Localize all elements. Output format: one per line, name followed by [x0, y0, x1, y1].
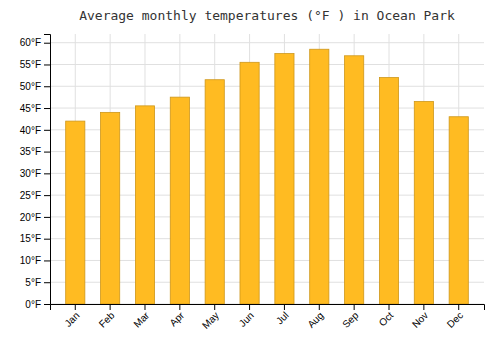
tick-label: 55°F — [20, 59, 41, 70]
y-tick: 55°F — [20, 59, 50, 70]
x-tick: Jul — [274, 304, 291, 326]
x-tick: Mar — [131, 304, 151, 330]
x-tick: Sep — [340, 304, 361, 330]
tick-label: Mar — [131, 309, 151, 329]
x-tick: Jun — [237, 304, 256, 329]
tick-label: Nov — [410, 310, 430, 330]
bar — [345, 56, 364, 304]
tick-label: May — [200, 310, 221, 331]
x-tick: Aug — [305, 304, 325, 330]
y-tick: 5°F — [25, 277, 50, 288]
tick-mark — [44, 304, 50, 305]
tick-mark — [44, 217, 50, 218]
y-tick: 50°F — [20, 81, 50, 92]
grid — [50, 34, 484, 304]
bar — [414, 102, 433, 305]
x-tick: Apr — [167, 304, 186, 328]
tick-label: 25°F — [20, 190, 41, 201]
bar — [275, 54, 294, 304]
tick-label: Jul — [274, 310, 291, 327]
tick-label: 50°F — [20, 81, 41, 92]
grid-line — [50, 86, 484, 87]
y-axis: 0°F 5°F 10°F 15°F 20°F 25°F 30°F 35°F 40°F 45°F 50… — [20, 35, 51, 310]
bar — [310, 49, 329, 304]
tick-label: Sep — [340, 309, 361, 330]
x-tick: Dec — [445, 304, 465, 330]
tick-mark — [44, 108, 50, 109]
tick-mark — [44, 195, 50, 196]
tick-mark — [44, 152, 50, 153]
tick-label: Feb — [97, 309, 117, 329]
tick-mark — [458, 304, 459, 310]
bars — [66, 49, 469, 304]
tick-mark — [354, 304, 355, 310]
x-tick: Oct — [377, 304, 396, 328]
tick-label: 0°F — [25, 299, 41, 310]
bar — [240, 62, 259, 304]
bar — [101, 112, 120, 304]
tick-mark — [44, 260, 50, 261]
tick-label: 35°F — [20, 146, 41, 157]
axis-line — [51, 305, 485, 311]
y-tick: 10°F — [20, 255, 50, 266]
tick-label: 30°F — [20, 168, 41, 179]
title: Average monthly temperatures (°F ) in Oc… — [79, 8, 455, 23]
bar — [205, 80, 224, 304]
tick-label: 40°F — [20, 125, 41, 136]
tick-mark — [44, 86, 50, 87]
y-tick: 25°F — [20, 190, 50, 201]
tick-mark — [44, 282, 50, 283]
grid-line — [50, 42, 484, 43]
tick-label: 20°F — [20, 212, 41, 223]
tick-mark — [179, 304, 180, 310]
y-tick: 45°F — [20, 103, 50, 114]
tick-mark — [44, 64, 50, 65]
y-tick: 15°F — [20, 233, 50, 244]
chart-container: 0°F 5°F 10°F 15°F 20°F 25°F 30°F 35°F 40°F 45°F 50… — [0, 0, 500, 350]
x-tick: May — [200, 304, 221, 331]
x-axis: Jan Feb Mar Apr May Jun Jul Aug Sep Oct Nov Dec — [51, 304, 485, 331]
tick-mark — [319, 304, 320, 310]
bar — [135, 106, 154, 304]
y-tick: 0°F — [25, 299, 50, 310]
x-tick: Feb — [97, 304, 117, 330]
tick-label: 15°F — [20, 233, 41, 244]
tick-label: 10°F — [20, 255, 41, 266]
tick-label: 60°F — [20, 37, 41, 48]
tick-mark — [284, 304, 285, 310]
tick-mark — [144, 304, 145, 310]
tick-label: Apr — [167, 309, 186, 328]
y-tick: 35°F — [20, 146, 50, 157]
tick-mark — [44, 130, 50, 131]
tick-mark — [389, 304, 390, 310]
tick-mark — [110, 304, 111, 310]
tick-mark — [75, 304, 76, 310]
y-tick: 30°F — [20, 168, 50, 179]
bar — [170, 97, 189, 304]
tick-mark — [214, 304, 215, 310]
tick-label: Jan — [62, 310, 81, 329]
chart: 0°F 5°F 10°F 15°F 20°F 25°F 30°F 35°F 40°F 45°F 50… — [0, 0, 500, 350]
tick-mark — [423, 304, 424, 310]
bar — [379, 78, 398, 304]
axis-line — [44, 35, 51, 305]
y-tick: 40°F — [20, 125, 50, 136]
tick-label: Jun — [237, 310, 256, 329]
bar — [66, 121, 85, 304]
y-tick: 60°F — [20, 37, 50, 48]
tick-label: 5°F — [25, 277, 41, 288]
tick-mark — [44, 43, 50, 44]
y-tick: 20°F — [20, 212, 50, 223]
x-tick: Nov — [410, 304, 430, 330]
bar — [449, 117, 468, 304]
tick-mark — [44, 239, 50, 240]
tick-mark — [249, 304, 250, 310]
x-tick: Jan — [62, 304, 81, 329]
tick-mark — [44, 173, 50, 174]
grid-line — [50, 64, 484, 65]
tick-label: Aug — [305, 310, 325, 330]
tick-label: Oct — [377, 310, 396, 329]
tick-label: Dec — [445, 310, 465, 330]
tick-label: 45°F — [20, 103, 41, 114]
